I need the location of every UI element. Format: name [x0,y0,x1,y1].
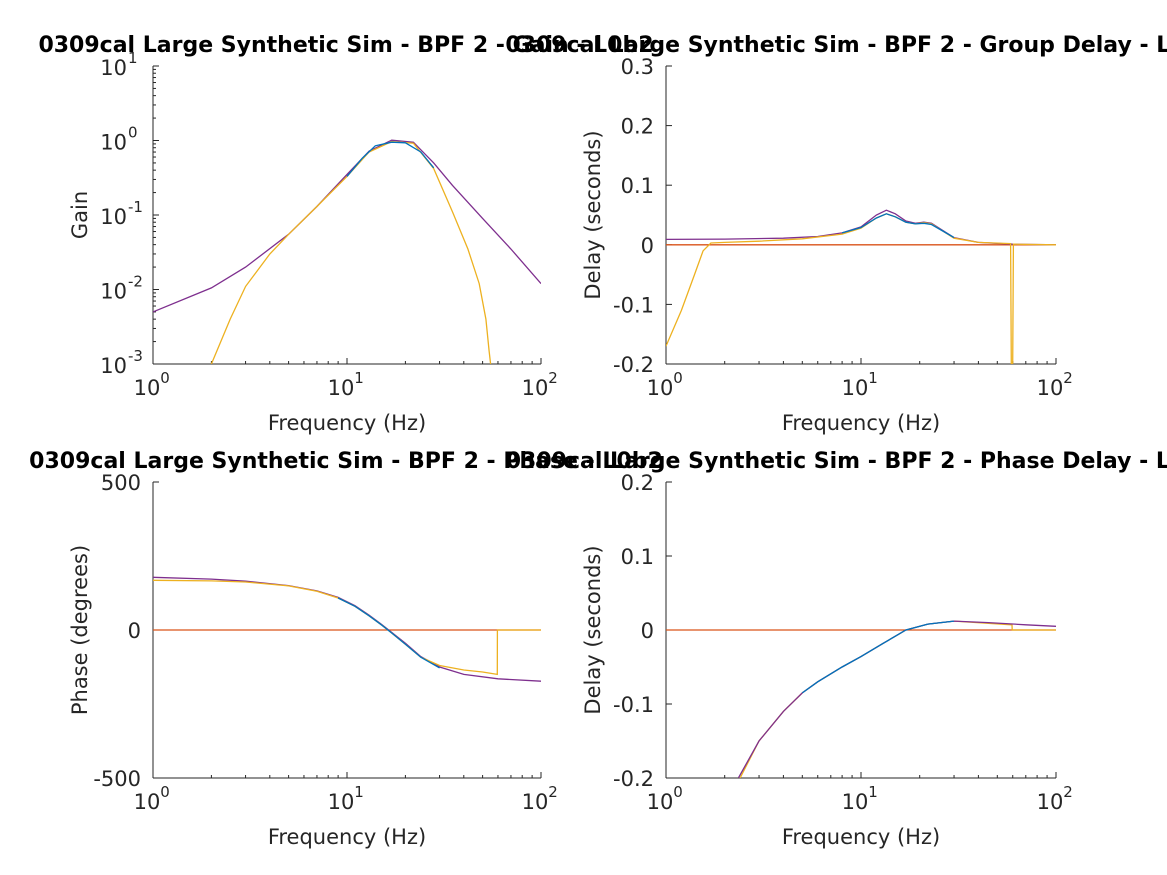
y-tick-label: 10 [100,280,127,304]
x-tick-exponent: 2 [548,369,558,387]
series-line-yellow [739,620,1056,778]
y-tick-exponent: -2 [128,273,143,291]
series-line-purple [153,576,541,682]
x-tick-exponent: 2 [1063,369,1073,387]
y-axis-label: Phase (degrees) [68,545,92,715]
x-axis-label: Frequency (Hz) [268,411,426,435]
x-tick-label: 10 [328,376,355,400]
chart-title: 0309cal Large Synthetic Sim - BPF 2 - Ph… [29,449,663,474]
y-tick-exponent: -3 [128,347,143,365]
x-tick-label: 10 [842,790,869,814]
x-tick-label: 10 [842,376,869,400]
chart-title: 0309cal Large Synthetic Sim - BPF 2 - Gr… [505,33,1167,58]
series-line-yellow [210,140,492,364]
y-tick-label: -0.2 [613,767,654,791]
y-tick-label: 0.2 [621,471,654,495]
y-tick-label: 0.3 [621,55,654,79]
y-tick-label: 10 [100,56,127,80]
x-tick-exponent: 0 [160,783,170,801]
y-axis-label: Gain [68,191,92,239]
y-tick-label: 0 [128,619,141,643]
x-tick-exponent: 2 [548,783,558,801]
y-axis-label: Delay (seconds) [581,545,605,714]
y-tick-label: 0 [641,619,654,643]
y-tick-label: 0.1 [621,545,654,569]
x-tick-exponent: 1 [868,369,878,387]
x-tick-exponent: 0 [673,783,683,801]
y-tick-label: 10 [100,354,127,378]
x-tick-label: 10 [522,790,549,814]
y-tick-label: -0.1 [613,693,654,717]
x-tick-exponent: 2 [1063,783,1073,801]
x-tick-label: 10 [522,376,549,400]
series-line-purple [737,620,1056,778]
y-tick-label: 0.2 [621,115,654,139]
y-tick-label: -0.2 [613,353,654,377]
x-tick-label: 10 [1037,790,1064,814]
x-tick-label: 10 [134,790,161,814]
y-tick-exponent: 1 [128,49,138,67]
x-tick-exponent: 1 [354,783,364,801]
x-tick-exponent: 0 [160,369,170,387]
x-tick-label: 10 [1037,376,1064,400]
y-tick-label: 10 [100,205,127,229]
y-tick-label: 0 [641,234,654,258]
y-tick-label: -500 [93,767,141,791]
y-tick-label: 10 [100,131,127,155]
chart-title: 0309cal Large Synthetic Sim - BPF 2 - Ph… [506,449,1167,474]
x-axis-label: Frequency (Hz) [782,411,940,435]
x-tick-label: 10 [647,376,674,400]
y-tick-label: 0.1 [621,174,654,198]
x-tick-label: 10 [328,790,355,814]
series-line-blue [801,620,955,694]
y-axis-label: Delay (seconds) [581,130,605,299]
y-tick-label: 500 [101,471,141,495]
y-tick-exponent: -1 [128,198,143,216]
series-line-yellow [666,213,1056,364]
x-tick-exponent: 1 [354,369,364,387]
y-tick-label: -0.1 [613,293,654,317]
x-axis-label: Frequency (Hz) [268,825,426,849]
x-axis-label: Frequency (Hz) [782,825,940,849]
x-tick-exponent: 0 [673,369,683,387]
series-line-blue [337,597,440,669]
x-tick-label: 10 [134,376,161,400]
y-tick-exponent: 0 [128,124,138,142]
series-line-purple [153,139,541,313]
series-line-yellow [153,579,541,676]
chart-title: 0309cal Large Synthetic Sim - BPF 2 - Ga… [38,33,653,58]
x-tick-label: 10 [647,790,674,814]
series-line-blue [346,141,435,177]
series-line-blue [841,213,955,239]
x-tick-exponent: 1 [868,783,878,801]
